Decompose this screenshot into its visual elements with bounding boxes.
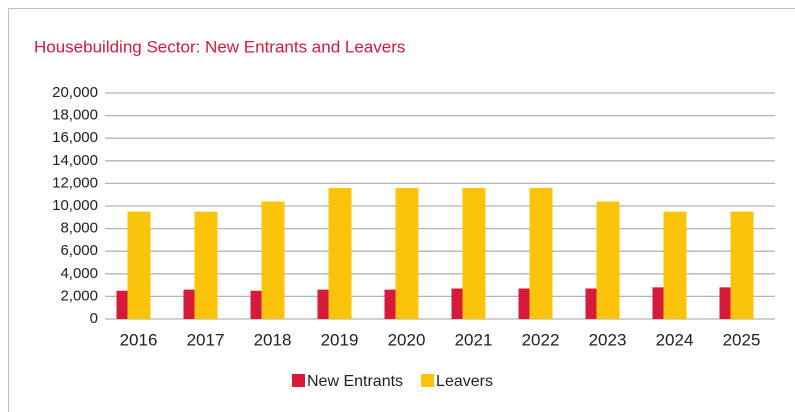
bar <box>395 187 419 319</box>
bar <box>529 187 553 319</box>
bar <box>585 288 597 319</box>
legend-label: New Entrants <box>307 373 403 390</box>
x-tick-label: 2023 <box>589 330 627 349</box>
x-tick-label: 2020 <box>388 330 426 349</box>
bar <box>451 288 463 319</box>
y-tick-label: 0 <box>90 310 98 327</box>
y-tick-label: 18,000 <box>52 107 98 124</box>
x-tick-label: 2024 <box>656 330 694 349</box>
x-tick-label: 2022 <box>522 330 560 349</box>
legend-swatch <box>292 374 305 387</box>
bar <box>317 289 329 319</box>
bar <box>730 211 754 319</box>
bar <box>652 287 664 319</box>
y-tick-label: 6,000 <box>60 242 98 259</box>
bar <box>663 211 687 319</box>
y-tick-label: 2,000 <box>60 287 98 304</box>
y-tick-label: 4,000 <box>60 265 98 282</box>
x-tick-label: 2019 <box>321 330 359 349</box>
legend-swatch <box>421 374 435 387</box>
x-tick-label: 2016 <box>120 330 158 349</box>
x-tick-label: 2018 <box>254 330 292 349</box>
y-tick-label: 10,000 <box>52 197 98 214</box>
bar <box>328 187 352 319</box>
x-tick-label: 2021 <box>455 330 493 349</box>
chart-title: Housebuilding Sector: New Entrants and L… <box>34 37 405 56</box>
bar <box>183 289 195 319</box>
bar <box>127 211 151 319</box>
bar <box>116 290 128 319</box>
legend-label: Leavers <box>436 373 493 390</box>
bar <box>462 187 486 319</box>
bar <box>194 211 218 319</box>
y-tick-label: 16,000 <box>52 129 98 146</box>
y-tick-label: 12,000 <box>52 174 98 191</box>
y-tick-label: 8,000 <box>60 220 98 237</box>
bar <box>596 201 620 319</box>
bar <box>384 289 396 319</box>
chart-border <box>8 8 795 412</box>
bar <box>719 287 731 319</box>
bar <box>250 290 262 319</box>
y-tick-label: 14,000 <box>52 152 98 169</box>
bar <box>261 201 285 319</box>
x-tick-label: 2025 <box>723 330 761 349</box>
x-tick-label: 2017 <box>187 330 225 349</box>
y-tick-label: 20,000 <box>52 84 98 101</box>
bar <box>518 288 530 319</box>
